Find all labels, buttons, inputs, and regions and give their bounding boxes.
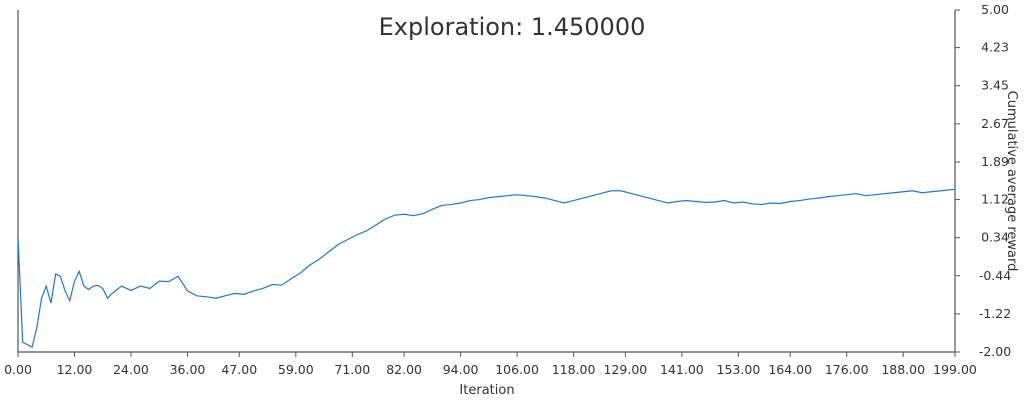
- y-axis-ticks: 5.00 4.23 3.45 2.67 1.89 1.12 0.34 -0.44 -1.22 -2…: [955, 2, 1011, 359]
- y-tick-label: 3.45: [981, 78, 1009, 93]
- y-tick-label: 4.23: [981, 40, 1009, 55]
- y-tick-label: 0.34: [981, 230, 1009, 245]
- x-tick-label: 47.00: [221, 362, 257, 377]
- series-line: [17, 188, 956, 348]
- y-tick-label: 1.89: [981, 154, 1009, 169]
- x-tick-label: 199.00: [933, 362, 977, 377]
- x-tick-label: 176.00: [825, 362, 869, 377]
- x-tick-label: 59.00: [278, 362, 314, 377]
- y-axis-label: Cumulative average reward: [1004, 91, 1019, 272]
- x-tick-label: 153.00: [717, 362, 761, 377]
- x-tick-label: 82.00: [386, 362, 422, 377]
- y-tick-label: 2.67: [981, 116, 1009, 131]
- x-tick-label: 71.00: [334, 362, 370, 377]
- y-tick-label: -0.44: [979, 268, 1011, 283]
- x-tick-label: 129.00: [604, 362, 648, 377]
- y-tick-label: -1.22: [979, 306, 1011, 321]
- x-tick-label: 118.00: [552, 362, 596, 377]
- x-tick-label: 24.00: [113, 362, 149, 377]
- x-axis-label: Iteration: [459, 383, 514, 398]
- x-tick-label: 0.00: [4, 362, 32, 377]
- chart-title: Exploration: 1.450000: [379, 13, 646, 41]
- x-tick-label: 164.00: [768, 362, 812, 377]
- x-tick-label: 188.00: [881, 362, 925, 377]
- x-tick-label: 36.00: [170, 362, 206, 377]
- y-tick-label: 1.12: [981, 192, 1009, 207]
- y-tick-label: 5.00: [981, 2, 1009, 17]
- x-tick-label: 141.00: [660, 362, 704, 377]
- x-tick-label: 106.00: [495, 362, 539, 377]
- x-tick-label: 12.00: [57, 362, 93, 377]
- y-tick-label: -2.00: [979, 344, 1011, 359]
- x-axis-ticks: 0.00 12.00 24.00 36.00 47.00 59.00 71.00 82.00 9…: [4, 352, 977, 377]
- x-tick-label: 94.00: [443, 362, 479, 377]
